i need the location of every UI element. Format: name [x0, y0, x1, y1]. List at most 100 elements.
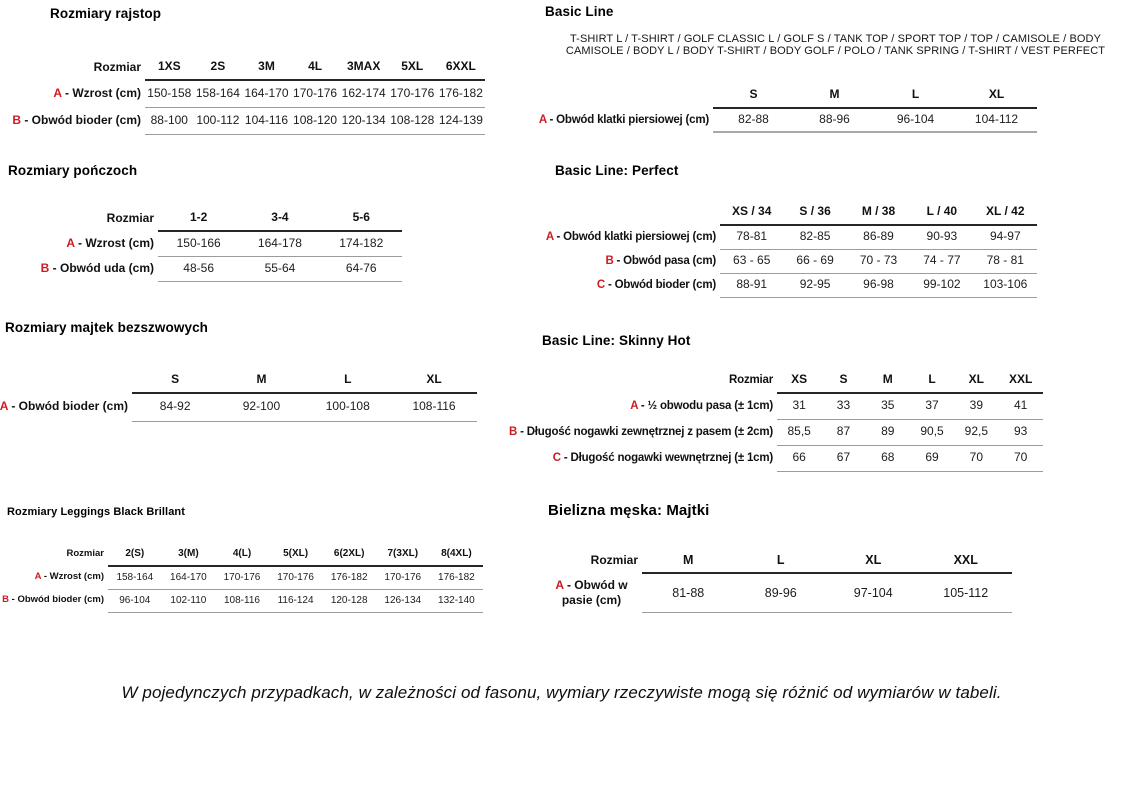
measurement-row-label: A - Wzrost (cm) — [15, 231, 158, 256]
size-value: 176-182 — [429, 566, 484, 590]
measurement-label: - Wzrost (cm) — [41, 571, 104, 583]
measurement-label: - Długość nogawki wewnętrznej (± 1cm) — [560, 451, 773, 464]
size-column-header: L — [304, 368, 391, 394]
size-column-header: 5-6 — [320, 206, 402, 232]
size-value: 37 — [909, 393, 955, 420]
size-value: 162-174 — [339, 80, 388, 108]
size-value: 81-88 — [642, 573, 735, 613]
size-column-header: S — [821, 368, 866, 394]
table-row: B - Obwód uda (cm) 48-56 55-64 64-76 — [15, 256, 402, 282]
measurement-label: - Obwód w pasie (cm) — [561, 577, 628, 607]
table-row: A - Obwód w pasie (cm) 81-88 89-96 97-104 10… — [543, 573, 1012, 613]
size-column-header: 6(2XL) — [322, 542, 376, 567]
size-column-header: 3-4 — [239, 206, 321, 232]
measurement-letter: C — [596, 278, 606, 291]
size-value: 120-128 — [322, 589, 376, 613]
size-value: 88-96 — [794, 108, 875, 133]
size-table-perfect: XS / 34 S / 36 M / 38 L / 40 XL / 42 A - Obwó… — [545, 200, 1037, 298]
table-row: A - Obwód klatki piersiowej (cm) 78-81 82-… — [545, 225, 1037, 250]
measurement-row-label: A - Obwód klatki piersiowej (cm) — [539, 108, 713, 132]
size-table-mens-briefs: Rozmiar M L XL XXL A - Obwód w pasie (cm) 81-8… — [543, 548, 1012, 613]
size-value: 105-112 — [919, 573, 1012, 613]
size-value: 87 — [821, 419, 866, 446]
measurement-row-label: B - Obwód pasa (cm) — [545, 249, 720, 273]
size-value: 39 — [954, 393, 999, 420]
size-value: 48-56 — [158, 256, 240, 282]
size-column-header: XS / 34 — [720, 200, 784, 226]
size-value: 78-81 — [720, 225, 784, 250]
size-column-header: 2S — [193, 55, 243, 81]
size-row-header: Rozmiar — [5, 542, 108, 566]
size-value: 132-140 — [429, 589, 484, 613]
measurement-row-label: C - Obwód bioder (cm) — [545, 273, 720, 297]
size-column-header: M / 38 — [846, 200, 911, 226]
size-value: 90,5 — [909, 419, 955, 446]
measurement-letter: C — [552, 451, 561, 464]
size-value: 176-182 — [436, 80, 486, 108]
size-value: 170-176 — [268, 566, 323, 590]
size-column-header: 5XL — [387, 55, 437, 81]
size-value: 89-96 — [734, 573, 827, 613]
size-value: 66 — [777, 445, 822, 472]
size-value: 100-112 — [193, 107, 243, 135]
size-value: 55-64 — [239, 256, 321, 282]
measurement-letter: B — [2, 594, 9, 606]
measurement-label: - Obwód bioder (cm) — [9, 594, 104, 606]
size-header-label: Rozmiar — [66, 547, 104, 559]
size-value: 84-92 — [132, 393, 219, 422]
measurement-letter: B — [605, 254, 614, 267]
measurement-label: - Obwód bioder (cm) — [605, 278, 717, 291]
table-row: B - Obwód pasa (cm) 63 - 65 66 - 69 70 - 73… — [545, 249, 1037, 274]
size-column-header: L — [734, 548, 827, 574]
size-column-header: L — [909, 368, 955, 394]
size-value: 150-166 — [158, 231, 240, 257]
size-column-header: 3MAX — [339, 55, 388, 81]
size-value: 126-134 — [375, 589, 430, 613]
size-value: 176-182 — [322, 566, 376, 590]
size-column-header: XL — [827, 548, 920, 574]
table-row: B - Długość nogawki zewnętrznej z pasem … — [509, 419, 1043, 446]
size-column-header: M — [794, 83, 875, 109]
measurement-row-label: B - Obwód uda (cm) — [15, 256, 158, 281]
size-table-stockings: Rozmiar 1-2 3-4 5-6 A - Wzrost (cm) 150-166 16… — [15, 206, 402, 282]
size-value: 31 — [777, 393, 822, 420]
size-column-header: 2(S) — [108, 542, 162, 567]
size-value: 103-106 — [973, 273, 1037, 298]
size-value: 99-102 — [910, 273, 974, 298]
size-value: 70 - 73 — [846, 249, 911, 274]
measurement-letter: A — [630, 399, 638, 412]
size-column-header: XL / 42 — [973, 200, 1037, 226]
measurement-row-label: A - ½ obwodu pasa (± 1cm) — [535, 393, 777, 419]
size-value: 158-164 — [108, 566, 162, 590]
size-value: 90-93 — [910, 225, 974, 250]
size-column-header: XL — [954, 368, 999, 394]
size-value: 96-104 — [875, 108, 956, 133]
table-row: B - Obwód bioder (cm) 96-104 102-110 108-11… — [2, 589, 484, 613]
size-table-leggings: Rozmiar 2(S) 3(M) 4(L) 5(XL) 6(2XL) 7(3XL) 8(4X… — [2, 542, 484, 613]
size-value: 96-104 — [108, 589, 162, 613]
size-value: 82-85 — [783, 225, 847, 250]
measurement-label: - Obwód bioder (cm) — [21, 112, 141, 127]
size-value: 174-182 — [320, 231, 402, 257]
size-value: 170-176 — [290, 80, 340, 108]
size-value: 86-89 — [846, 225, 911, 250]
size-value: 92-100 — [218, 393, 305, 422]
table-row: C - Obwód bioder (cm) 88-91 92-95 96-98 99-1… — [545, 273, 1037, 298]
size-value: 69 — [909, 445, 955, 472]
measurement-letter: A — [555, 577, 564, 592]
measurement-label: - Wzrost (cm) — [61, 85, 141, 100]
table-row: A - Wzrost (cm) 158-164 164-170 170-176 170-… — [5, 566, 484, 590]
size-value: 70 — [954, 445, 999, 472]
size-table-tights: Rozmiar 1XS 2S 3M 4L 3MAX 5XL 6XXL A - Wzrost (c… — [0, 55, 486, 135]
size-column-header: 1-2 — [158, 206, 240, 232]
size-value: 88-100 — [145, 107, 194, 135]
measurement-letter: A — [53, 85, 62, 100]
size-header-label: Rozmiar — [106, 210, 154, 225]
measurement-letter: A — [545, 230, 554, 243]
measurement-letter: B — [40, 260, 50, 275]
size-header-label: Rozmiar — [93, 59, 141, 74]
